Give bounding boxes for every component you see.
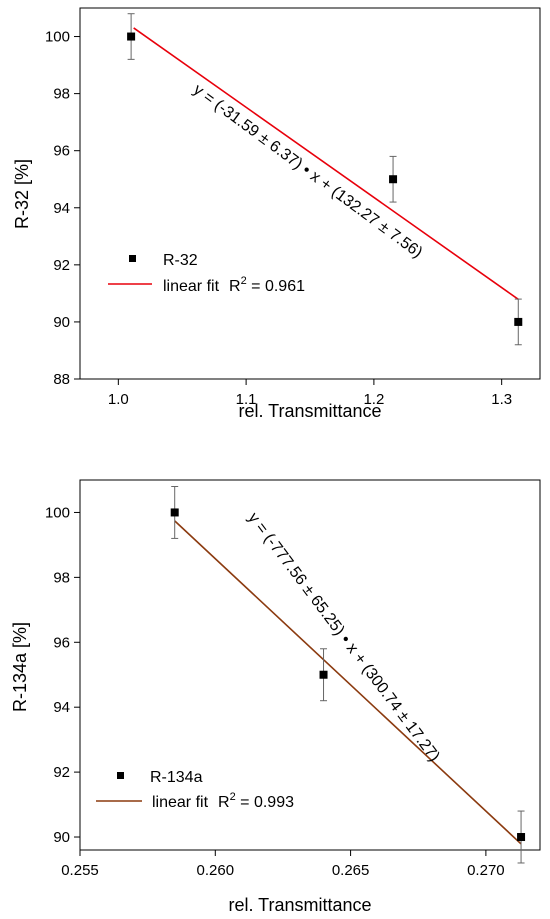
- data-point: [170, 508, 179, 517]
- data-marks: [170, 485, 526, 864]
- chart-r134a: 90 92 94 96 98 100 0.255 0.260 0.265 0.270 rel. …: [10, 479, 541, 915]
- data-point: [319, 670, 328, 679]
- legend-label-r32: R-32: [163, 252, 198, 269]
- y-tick-label: 98: [53, 86, 70, 103]
- legend-marker-r32: [129, 255, 136, 262]
- y-tick-label: 92: [53, 257, 70, 274]
- legend-label-r134a: R-134a: [150, 769, 203, 786]
- legend: R-32 linear fit R2 = 0.961: [108, 252, 305, 295]
- x-tick-label: 0.270: [467, 862, 505, 879]
- data-point: [389, 175, 398, 184]
- y-tick-label: 96: [53, 634, 70, 651]
- y-tick-label: 96: [53, 143, 70, 160]
- x-axis-label: rel. Transmittance: [238, 401, 381, 421]
- y-tick-label: 94: [53, 200, 70, 217]
- x-tick-label: 1.3: [491, 391, 512, 408]
- fit-equation: y = (-31.59 ± 6.37) • x + (132.27 ± 7.56…: [190, 81, 425, 261]
- x-tick-label: 1.1: [236, 391, 257, 408]
- y-tick-label: 90: [53, 829, 70, 846]
- y-tick-label: 90: [53, 314, 70, 331]
- plot-frame: [79, 7, 541, 380]
- plot-frame: [79, 479, 541, 851]
- y-ticks: 88 90 92 94 96 98 100: [45, 29, 80, 388]
- chart-r32: 88 90 92 94 96 98 100 1.0 1.1 1.2 1.3 rel. Transm…: [12, 7, 541, 421]
- fit-equation: y = (-777.56 ± 65.25) • x + (300.74 ± 17…: [244, 510, 442, 765]
- fit-line: [174, 520, 522, 845]
- y-tick-label: 92: [53, 764, 70, 781]
- legend: R-134a linear fit R2 = 0.993: [96, 769, 294, 811]
- data-point: [514, 317, 523, 326]
- x-tick-label: 0.265: [332, 862, 370, 879]
- y-axis-label: R-32 [%]: [12, 159, 32, 229]
- x-ticks: 0.255 0.260 0.265 0.270: [61, 850, 505, 879]
- legend-label-fit: linear fit R2 = 0.961: [163, 275, 305, 295]
- x-tick-label: 1.2: [363, 391, 384, 408]
- legend-label-fit: linear fit R2 = 0.993: [152, 791, 294, 811]
- data-point: [517, 833, 526, 842]
- y-tick-label: 100: [45, 504, 70, 521]
- data-marks: [127, 13, 523, 346]
- y-tick-label: 98: [53, 569, 70, 586]
- x-axis-label: rel. Transmittance: [228, 895, 371, 915]
- y-tick-label: 100: [45, 29, 70, 46]
- y-ticks: 90 92 94 96 98 100: [45, 504, 80, 846]
- data-point: [127, 32, 136, 41]
- y-axis-label: R-134a [%]: [10, 622, 30, 712]
- x-ticks: 1.0 1.1 1.2 1.3: [108, 379, 512, 408]
- y-tick-label: 94: [53, 699, 70, 716]
- x-tick-label: 0.255: [61, 862, 99, 879]
- legend-marker-r134a: [117, 772, 124, 779]
- x-tick-label: 1.0: [108, 391, 129, 408]
- fit-line: [133, 27, 519, 300]
- y-tick-label: 88: [53, 371, 70, 388]
- x-tick-label: 0.260: [197, 862, 235, 879]
